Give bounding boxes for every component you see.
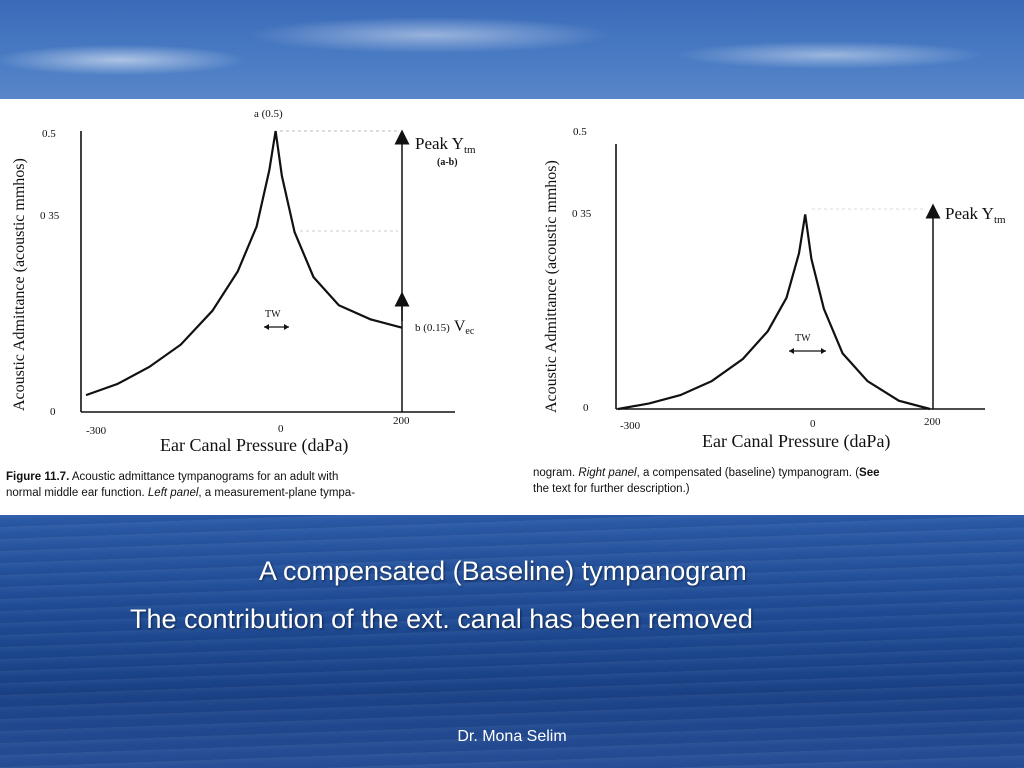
caption-right: nogram. Right panel, a compensated (base… — [533, 465, 1023, 497]
right-tympanogram-curve — [617, 214, 931, 411]
right-panel: Acoustic Admittance (acoustic mmhos) 0 0… — [543, 126, 1006, 452]
right-y-tick-05: 0.5 — [573, 126, 587, 138]
footer-author: Dr. Mona Selim — [457, 728, 567, 745]
caption-right-panel-term: Right panel — [578, 467, 637, 479]
left-tw-label: TW — [265, 309, 281, 320]
left-peak-label-note: (a-b) — [437, 157, 458, 168]
caption-figure-label: Figure 11.7. — [6, 471, 70, 483]
caption-left-line2c: , a measurement-plane tympa- — [198, 487, 356, 499]
right-peak-label: Peak Ytm — [945, 204, 1006, 226]
caption-right-line1a: nogram. — [533, 467, 579, 479]
left-y-axis-label: Acoustic Admittance (acoustic mmhos) — [11, 158, 28, 411]
caption-left-line1: Acoustic admittance tympanograms for an … — [69, 471, 339, 483]
caption-left: Figure 11.7. Acoustic admittance tympano… — [6, 469, 506, 501]
tympanogram-figure: Acoustic Admittance (acoustic mmhos) 0 0… — [11, 108, 1006, 456]
left-tw-arrow — [264, 324, 289, 330]
left-x-tick-200: 200 — [393, 415, 410, 427]
right-x-tick-neg300: -300 — [620, 420, 641, 432]
water-background — [0, 515, 1024, 768]
right-y-axis-label: Acoustic Admittance (acoustic mmhos) — [543, 160, 560, 413]
right-x-tick-0: 0 — [810, 418, 816, 430]
right-tw-label: TW — [795, 333, 811, 344]
slide-subtitle-line1: A compensated (Baseline) tympanogram — [259, 556, 747, 586]
right-y-tick-0: 0 — [583, 402, 589, 414]
right-x-tick-200: 200 — [924, 416, 941, 428]
left-peak-point-label: a (0.5) — [254, 108, 283, 120]
left-x-axis-label: Ear Canal Pressure (daPa) — [160, 435, 348, 456]
left-x-tick-0: 0 — [278, 423, 284, 435]
right-tw-arrow — [789, 348, 826, 354]
left-y-tick-0: 0 — [50, 406, 56, 418]
caption-right-line1c: , a compensated (baseline) tympanogram. … — [636, 467, 860, 479]
left-panel: Acoustic Admittance (acoustic mmhos) 0 0… — [11, 108, 476, 456]
left-low-point-label: b (0.15) Vec — [415, 318, 475, 337]
figure-panel: Acoustic Admittance (acoustic mmhos) 0 0… — [0, 99, 1024, 515]
caption-right-line2: the text for further description.) — [533, 483, 690, 495]
left-y-tick-05: 0.5 — [42, 128, 56, 140]
slide-subtitle-line2: The contribution of the ext. canal has b… — [130, 604, 753, 634]
left-peak-label: Peak Ytm — [415, 134, 476, 156]
right-y-tick-035: 0 35 — [572, 208, 592, 220]
left-x-tick-neg300: -300 — [86, 425, 107, 437]
caption-right-see: See — [859, 467, 880, 479]
sky-background — [0, 0, 1024, 100]
left-tympanogram-curve — [85, 130, 403, 397]
caption-left-panel-term: Left panel — [147, 487, 199, 499]
caption-left-line2a: normal middle ear function. — [6, 487, 148, 499]
right-x-axis-label: Ear Canal Pressure (daPa) — [702, 431, 890, 452]
left-y-tick-035: 0 35 — [40, 210, 60, 222]
